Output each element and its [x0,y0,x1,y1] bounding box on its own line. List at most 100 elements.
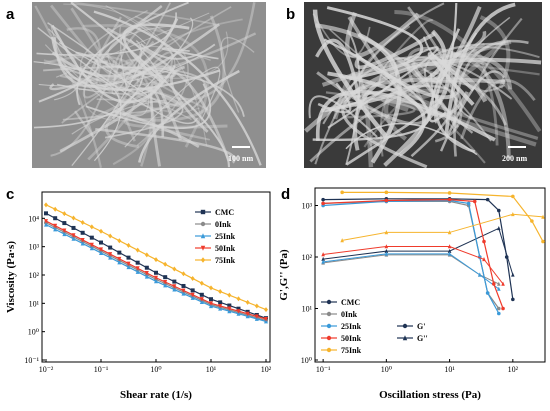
data-point [117,259,122,265]
sem-image-a: 100 nm [32,2,266,168]
tick-label: 10⁰ [381,365,392,374]
sem-fiber [114,109,200,148]
data-point [135,269,140,274]
data-point [53,206,58,212]
panel-c: c 10⁻² 10⁻¹ 10⁰ 10¹ 10² 10⁻¹ 10⁰ 10¹ 10² 10³ 10⁴ Sh… [0,180,275,406]
data-point [482,239,486,244]
data-point [497,286,501,291]
legend-label-50Ink: 50Ink [341,334,362,343]
data-point [80,241,85,246]
data-point [154,270,158,275]
scale-label-a: 100 nm [228,154,254,163]
tick-label: 10² [29,271,40,280]
data-point [511,194,515,199]
sem-fiber [51,17,179,78]
tick-label: 10¹ [302,305,313,314]
data-point [154,275,158,281]
data-point [218,289,223,295]
modulus-chart: 10⁻¹ 10⁰ 10¹ 10² 10⁰ 10¹ 10² 10³ Oscillation str… [278,187,546,401]
sem-fiber [312,9,388,138]
data-point [80,230,85,235]
data-point [181,283,186,288]
data-point [144,265,149,270]
data-point [108,252,113,257]
sem-fiber [119,26,143,76]
data-point [264,316,268,322]
sem-fiber [74,110,94,138]
sem-fiber [477,17,523,93]
tick-label: 10⁻¹ [94,365,109,374]
data-point [163,280,168,285]
panel-letter-b: b [286,6,296,23]
data-point [199,292,204,297]
data-point [135,260,140,265]
sem-fiber [44,44,150,117]
data-point [172,287,177,292]
sem-fiber [139,45,211,88]
data-point [321,259,325,264]
sem-fiber [50,59,116,157]
sem-fiber [87,100,136,161]
legend-label-modulus: G'' [417,334,428,343]
data-point [190,275,195,281]
sem-fiber [312,13,371,58]
data-point [472,199,477,204]
data-point [447,251,452,256]
data-point [218,303,223,309]
data-point [541,239,545,244]
data-point [117,250,122,255]
panel-letter-a: a [6,6,15,23]
sem-fiber [342,55,442,79]
data-point [89,224,94,230]
sem-fiber [51,24,176,104]
tick-label: 10⁻² [39,365,54,374]
sem-fiber [320,29,447,113]
data-point [99,228,103,234]
series-line-75Ink [342,191,544,242]
data-point [236,296,241,302]
data-point [44,211,48,216]
data-point [108,245,113,250]
plot-frame [314,187,546,363]
series-line-CMC [323,198,514,300]
sem-fiber [85,83,212,130]
data-point [89,245,94,251]
legend-label-modulus: G' [417,322,425,331]
sem-fiber [111,87,165,138]
tick-label: 10⁰ [150,365,161,374]
data-point [200,245,206,251]
data-point [245,299,250,305]
data-point [135,247,140,253]
data-point [482,257,486,262]
data-point [321,201,325,206]
loss-line-CMC [323,227,514,276]
sem-fiber [56,38,161,95]
data-point [190,295,195,300]
data-point [384,251,389,256]
legend-label-25Ink: 25Ink [341,322,362,331]
sem-fiber [304,61,488,133]
data-point [218,300,223,305]
data-point [254,314,259,319]
sem-fiber [50,4,112,75]
data-point [126,264,131,270]
data-point [340,238,344,243]
tick-label: 10⁻¹ [24,356,39,365]
panel-a: a 100 nm [0,0,270,170]
sem-image-b: 200 nm [304,2,542,168]
data-point [384,230,389,235]
data-point [501,306,505,311]
data-point [227,303,232,308]
x-axis-label: Oscillation stress (Pa) [379,389,481,401]
data-point [245,311,250,317]
sem-fiber [407,6,463,143]
data-point [200,257,206,263]
data-point [53,223,58,229]
data-point [44,219,48,224]
sem-fiber [149,81,183,167]
sem-fiber [408,88,539,140]
sem-fiber [124,66,221,148]
sem-fiber [82,24,209,148]
sem-fiber [445,30,487,60]
sem-fiber [410,5,482,83]
